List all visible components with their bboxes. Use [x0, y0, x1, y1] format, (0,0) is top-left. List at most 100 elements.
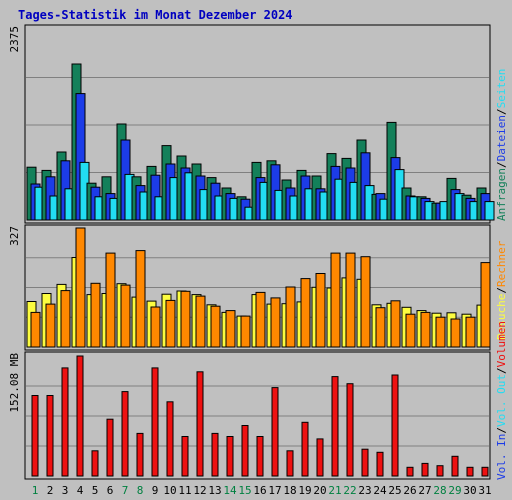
bar-middle-rechner-8 [135, 250, 146, 348]
x-tick-label: 30 [463, 484, 476, 497]
bar-middle-rechner-15 [240, 315, 251, 348]
bar-bottom-volumen-17 [271, 387, 279, 477]
bar-bottom-volumen-24 [376, 451, 384, 477]
y-max-label-top: 2375 [8, 26, 21, 53]
x-tick-label: 1 [32, 484, 39, 497]
bar-bottom-volumen-10 [166, 401, 174, 477]
x-tick-label: 16 [253, 484, 266, 497]
bar-middle-rechner-10 [165, 299, 176, 348]
bar-middle-rechner-23 [360, 256, 371, 348]
bar-bottom-volumen-26 [406, 466, 414, 477]
bar-bottom-volumen-5 [91, 450, 99, 477]
x-tick-label: 21 [328, 484, 341, 497]
legends: Anfragen/Dateien/SeitenBesuche/RechnerVo… [495, 69, 508, 480]
legend-item: Rechner [495, 240, 508, 287]
bar-middle-rechner-25 [390, 300, 401, 348]
x-tick-label: 13 [208, 484, 221, 497]
bar-middle-rechner-20 [315, 273, 326, 348]
bar-middle-rechner-18 [285, 286, 296, 348]
bar-top-seiten-31 [484, 201, 495, 221]
bar-middle-rechner-12 [195, 295, 206, 348]
x-tick-label: 24 [373, 484, 387, 497]
x-tick-label: 17 [268, 484, 281, 497]
x-tick-label: 28 [433, 484, 446, 497]
chart-marks [26, 63, 495, 477]
bar-middle-rechner-14 [225, 310, 236, 348]
legend-separator: / [495, 367, 508, 374]
x-tick-label: 26 [403, 484, 416, 497]
legend-item: Anfragen [495, 168, 508, 221]
bar-bottom-volumen-21 [331, 376, 339, 477]
chart-title: Tages-Statistik im Monat Dezember 2024 [18, 8, 293, 22]
bar-bottom-volumen-2 [46, 395, 54, 477]
x-tick-label: 8 [137, 484, 144, 497]
bar-middle-rechner-2 [45, 303, 56, 348]
bar-middle-rechner-5 [90, 282, 101, 348]
legend-top: Anfragen/Dateien/Seiten [495, 69, 508, 221]
bar-middle-rechner-16 [255, 291, 266, 348]
legend-bottom: Vol. In/Vol. Out/Volumen [495, 321, 508, 480]
bar-middle-rechner-17 [270, 297, 281, 348]
y-max-label-middle: 327 [8, 226, 21, 246]
bar-middle-rechner-4 [75, 227, 86, 348]
x-tick-label: 18 [283, 484, 296, 497]
legend-separator: / [495, 427, 508, 434]
bar-middle-rechner-6 [105, 252, 116, 348]
legend-item: Vol. In [495, 434, 508, 480]
bar-bottom-volumen-11 [181, 436, 189, 477]
legend-item: Seiten [495, 69, 508, 109]
bar-middle-rechner-19 [300, 278, 311, 348]
legend-separator: / [495, 108, 508, 115]
bar-bottom-volumen-16 [256, 436, 264, 477]
x-tick-label: 3 [62, 484, 69, 497]
bar-bottom-volumen-20 [316, 438, 324, 477]
x-tick-label: 31 [478, 484, 491, 497]
x-tick-label: 12 [193, 484, 206, 497]
x-axis-labels: 1 2 3 4 5 6 7 8 9 10 11 12 13 14 15 16 17 18 19 20 21 22 23 24 2… [32, 484, 492, 497]
bar-middle-rechner-13 [210, 305, 221, 348]
bar-bottom-volumen-3 [61, 367, 69, 477]
x-tick-label: 14 [223, 484, 237, 497]
x-tick-label: 25 [388, 484, 401, 497]
legend-separator: / [495, 161, 508, 168]
legend-item: Volumen [495, 321, 508, 367]
x-tick-label: 4 [77, 484, 84, 497]
x-tick-label: 2 [47, 484, 54, 497]
bar-bottom-volumen-29 [451, 455, 459, 477]
bar-bottom-volumen-22 [346, 383, 354, 477]
legend-item: Besuche [495, 294, 508, 340]
bar-middle-rechner-29 [450, 318, 461, 348]
bar-middle-rechner-9 [150, 306, 161, 348]
bar-bottom-volumen-30 [466, 466, 474, 477]
bar-bottom-volumen-13 [211, 432, 219, 477]
bar-bottom-volumen-6 [106, 418, 114, 477]
bar-bottom-volumen-1 [31, 395, 39, 477]
legend-middle: Besuche/Rechner [495, 240, 508, 340]
y-axis-labels: 2375 327 152.08 MB [8, 26, 21, 413]
x-tick-label: 11 [178, 484, 191, 497]
x-tick-label: 6 [107, 484, 114, 497]
bar-bottom-volumen-31 [481, 466, 489, 477]
bar-bottom-volumen-4 [76, 355, 84, 477]
bar-bottom-volumen-12 [196, 371, 204, 477]
x-tick-label: 5 [92, 484, 99, 497]
bar-bottom-volumen-15 [241, 425, 249, 477]
bar-middle-rechner-31 [480, 262, 491, 348]
bar-bottom-volumen-9 [151, 367, 159, 477]
chart-panels [24, 24, 491, 480]
bar-bottom-volumen-18 [286, 450, 294, 477]
bar-middle-rechner-21 [330, 252, 341, 348]
bar-middle-rechner-26 [405, 313, 416, 348]
bar-middle-rechner-24 [375, 307, 386, 348]
x-tick-label: 27 [418, 484, 431, 497]
bar-bottom-volumen-28 [436, 465, 444, 477]
x-tick-label: 9 [152, 484, 159, 497]
bar-bottom-volumen-14 [226, 436, 234, 477]
bar-middle-rechner-28 [435, 316, 446, 348]
bar-middle-rechner-11 [180, 290, 191, 348]
bar-bottom-volumen-23 [361, 448, 369, 477]
bar-bottom-volumen-7 [121, 391, 129, 477]
x-tick-label: 20 [313, 484, 326, 497]
